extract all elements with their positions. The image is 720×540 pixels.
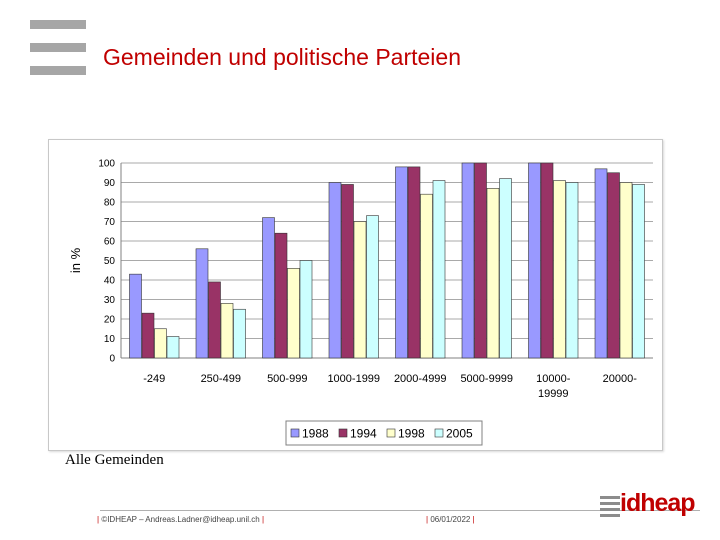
bar-1998-1 (220, 303, 234, 359)
bar-1994-7 (607, 172, 620, 359)
footer-left: | ©IDHEAP – Andreas.Ladner@idheap.unil.c… (97, 515, 265, 524)
bar-2005-6 (565, 182, 579, 359)
legend-swatch-2005 (434, 428, 444, 438)
y-tick-label: 40 (104, 276, 116, 287)
x-tick-label: 10000- (536, 373, 571, 385)
bar-1998-2 (287, 268, 300, 359)
bar-1998-7 (619, 182, 633, 359)
bar-1994-0 (141, 312, 155, 359)
x-tick-label: 250-499 (201, 373, 241, 385)
x-tick-label: 2000-4999 (394, 373, 447, 385)
y-tick-label: 70 (104, 217, 116, 228)
bar-1994-2 (274, 232, 288, 359)
y-tick-label: 80 (104, 198, 116, 209)
legend-label-2005: 2005 (446, 427, 473, 441)
brand-stripes-icon (600, 496, 620, 517)
bar-1994-5 (474, 162, 487, 359)
y-tick-label: 100 (98, 159, 115, 170)
legend-label-1998: 1998 (398, 427, 425, 441)
x-tick-label: -249 (143, 373, 165, 385)
bar-1994-4 (407, 166, 421, 359)
x-tick-label: 19999 (538, 388, 569, 400)
y-tick-label: 0 (109, 354, 115, 365)
bar-1988-5 (461, 162, 475, 359)
bar-1988-6 (528, 162, 541, 359)
bar-1988-2 (262, 217, 275, 359)
y-tick-label: 20 (104, 315, 116, 326)
y-tick-label: 90 (104, 178, 116, 189)
bar-2005-7 (632, 184, 645, 359)
bar-1988-0 (129, 273, 142, 359)
bar-1994-1 (208, 281, 221, 359)
legend-swatch-1994 (338, 428, 348, 438)
chart-frame: 0 10 20 30 40 50 60 70 80 90 100 in % -249 250-499 500… (48, 139, 663, 451)
x-tick-label: 5000-9999 (460, 373, 513, 385)
footer-divider (100, 510, 700, 511)
bar-chart: 0 10 20 30 40 50 60 70 80 90 100 in % -249 250-499 500… (68, 159, 653, 446)
bar-2005-1 (233, 308, 246, 359)
brand-text: idheap (620, 489, 696, 517)
bar-2005-3 (366, 215, 379, 359)
bar-1988-7 (594, 168, 608, 359)
bar-1998-0 (154, 328, 167, 359)
legend-label-1994: 1994 (350, 427, 377, 441)
bar-1998-6 (553, 180, 566, 359)
caption: Alle Gemeinden (65, 452, 164, 468)
bar-1994-6 (540, 162, 554, 359)
y-tick-label: 30 (104, 295, 116, 306)
bar-1998-4 (420, 193, 433, 359)
legend-label-1988: 1988 (302, 427, 329, 441)
footer-date: 06/01/2022 (430, 515, 471, 524)
y-tick-label: 10 (104, 334, 116, 345)
bar-2005-4 (432, 180, 446, 359)
slide-title: Gemeinden und politische Parteien (103, 44, 462, 70)
legend-swatch-1998 (386, 428, 396, 438)
bar-1998-5 (486, 188, 500, 359)
y-tick-label: 50 (104, 256, 116, 267)
y-tick-label: 60 (104, 237, 116, 248)
x-tick-label: 20000- (603, 373, 638, 385)
bar-1988-3 (328, 182, 342, 359)
legend-box (285, 420, 483, 446)
menu-logo-icon (30, 20, 86, 76)
bar-1994-3 (341, 184, 354, 359)
legend-swatch-1988 (290, 428, 300, 438)
bar-2005-2 (299, 260, 313, 359)
bar-2005-0 (166, 336, 180, 359)
bar-1988-4 (395, 166, 408, 359)
bar-1998-3 (353, 221, 367, 359)
footer-contact: ©IDHEAP – Andreas.Ladner@idheap.unil.ch (101, 515, 260, 524)
footer-date-block: | 06/01/2022 | (426, 515, 475, 524)
y-axis-label: in % (68, 247, 83, 273)
bar-1988-1 (195, 248, 209, 359)
x-tick-label: 500-999 (267, 373, 307, 385)
x-tick-label: 1000-1999 (327, 373, 380, 385)
bar-2005-5 (499, 178, 512, 359)
